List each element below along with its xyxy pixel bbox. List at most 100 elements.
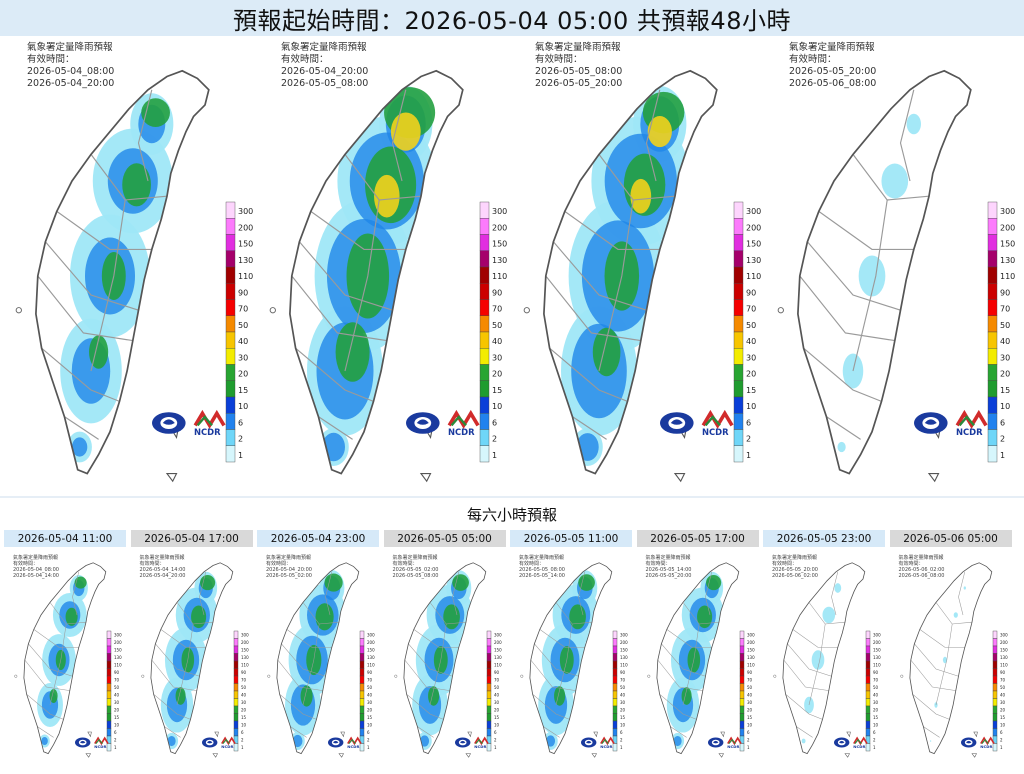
legend-label: 200 — [114, 640, 122, 645]
panel-info: 氣象署定量降雨預報 有效時間： 2026-05-04_14:00 2026-05-04… — [140, 555, 186, 579]
legend-swatch — [106, 638, 112, 647]
legend-swatch — [992, 668, 997, 677]
panel-info-valid-label: 有效時間： — [789, 54, 837, 65]
ncdr-logo-text: NCDR — [474, 744, 486, 749]
panel-info-agency: 氣象署定量降雨預報 — [535, 42, 621, 53]
rainfall-overlay — [837, 113, 921, 453]
legend-swatch — [486, 668, 491, 677]
legend-swatch — [987, 364, 998, 381]
legend-swatch — [106, 660, 112, 669]
panel-info-valid-label: 有效時間： — [519, 561, 545, 567]
legend-swatch — [233, 728, 238, 737]
rainfall-overlay — [666, 571, 724, 750]
panel-info-valid-from: 2026-05-06_02:00 — [898, 567, 945, 573]
legend-swatch — [225, 348, 236, 365]
rainfall-overlay — [60, 93, 174, 463]
panel-info-valid-to: 2026-05-04_20:00 — [27, 78, 115, 89]
cwa-logo-icon — [152, 412, 186, 434]
legend-swatch — [486, 713, 491, 722]
taiwan-map — [777, 69, 972, 483]
legend-label: 40 — [494, 693, 500, 698]
legend-swatch — [733, 445, 744, 463]
legend-swatch — [612, 683, 618, 692]
panel-info: 氣象署定量降雨預報 有效時間： 2026-05-05_14:00 2026-05-05… — [646, 555, 692, 579]
legend-label: 40 — [746, 337, 756, 346]
legend-swatch — [612, 728, 618, 737]
legend-swatch — [733, 348, 744, 365]
legend-label: 130 — [620, 655, 628, 660]
legend-label: 20 — [241, 708, 247, 713]
legend-label: 30 — [492, 353, 502, 362]
panel-info-valid-label: 有效時間： — [266, 561, 292, 567]
panel-info-agency: 氣象署定量降雨預報 — [392, 555, 438, 561]
legend-swatch — [359, 675, 365, 684]
legend-swatch — [479, 413, 490, 430]
agency-logos: NCDR — [914, 409, 988, 437]
legend-label: 150 — [873, 648, 881, 653]
legend-label: 10 — [494, 723, 500, 728]
ncdr-logo-icon: NCDR — [220, 736, 236, 749]
legend-label: 6 — [238, 418, 243, 427]
six-hour-panel: 300 200 150 130 110 90 70 50 40 30 20 15 10 6 2 1 NCDR 氣象… — [509, 549, 633, 771]
panel-info-valid-label: 有效時間： — [898, 561, 924, 567]
legend-label: 90 — [238, 288, 248, 297]
panel-info-valid-to: 2026-05-05_02:00 — [266, 573, 312, 579]
legend-swatch — [359, 630, 365, 639]
legend-label: 70 — [367, 678, 373, 683]
legend-label: 90 — [367, 670, 373, 675]
rainfall-legend: 300 200 150 130 110 90 70 50 40 30 20 15 10 6 2 1 — [479, 201, 507, 463]
legend-swatch — [739, 728, 744, 737]
legend-label: 10 — [1000, 723, 1006, 728]
legend-label: 40 — [1000, 693, 1006, 698]
legend-swatch — [992, 645, 997, 654]
legend-swatch — [739, 660, 744, 669]
legend-swatch — [479, 315, 490, 333]
ncdr-logo-icon: NCDR — [94, 736, 109, 749]
legend-label: 110 — [494, 663, 502, 668]
legend-swatch — [106, 720, 112, 729]
legend-label: 90 — [873, 670, 879, 675]
legend-swatch — [225, 429, 236, 446]
legend-swatch — [225, 283, 236, 300]
legend-swatch — [987, 283, 998, 300]
legend-swatch — [225, 396, 236, 414]
legend-label: 30 — [1000, 700, 1006, 705]
legend-label: 200 — [241, 640, 249, 645]
six-hour-panel: 300 200 150 130 110 90 70 50 40 30 20 15 10 6 2 1 NCDR 氣象… — [3, 549, 127, 771]
agency-logos: NCDR — [660, 409, 734, 437]
legend-swatch — [987, 315, 998, 333]
legend-swatch — [612, 630, 618, 639]
legend-label: 6 — [873, 730, 876, 735]
taiwan-map — [15, 69, 210, 483]
legend-label: 1 — [1000, 745, 1003, 750]
legend-label: 70 — [746, 305, 756, 314]
legend-label: 70 — [114, 678, 120, 683]
legend-label: 10 — [241, 723, 247, 728]
legend-label: 15 — [873, 715, 879, 720]
legend-label: 10 — [492, 402, 502, 411]
legend-label: 1 — [746, 451, 751, 460]
legend-swatch — [106, 728, 112, 737]
legend-swatch — [612, 638, 618, 647]
legend-label: 15 — [114, 715, 120, 720]
legend-swatch — [359, 713, 365, 722]
legend-swatch — [865, 698, 871, 707]
legend-label: 70 — [1000, 305, 1010, 314]
legend-swatch — [479, 283, 490, 300]
rainfall-legend: 300 200 150 130 110 90 70 50 40 30 20 15 10 6 2 1 — [225, 201, 253, 463]
rainfall-map-svg: 300 200 150 130 110 90 70 50 40 30 20 15 10 6 2 1 NCDR — [140, 562, 249, 758]
panel-info: 氣象署定量降雨預報 有效時間： 2026-05-05_02:00 2026-05-05… — [393, 555, 439, 579]
legend-swatch — [865, 638, 871, 647]
legend-swatch — [733, 283, 744, 300]
legend-swatch — [486, 645, 491, 654]
section-divider — [0, 496, 1024, 498]
rainfall-map-svg: 300 200 150 130 110 90 70 50 40 30 20 15 10 6 2 1 NCDR — [899, 562, 1008, 758]
legend-label: 90 — [746, 288, 756, 297]
legend-label: 2 — [747, 738, 750, 743]
panel-info-agency: 氣象署定量降雨預報 — [27, 42, 113, 53]
legend-swatch — [233, 675, 238, 684]
legend-label: 90 — [1000, 670, 1006, 675]
legend-swatch — [987, 380, 998, 398]
cwa-logo-icon — [707, 737, 723, 748]
rainfall-overlay — [411, 570, 473, 750]
